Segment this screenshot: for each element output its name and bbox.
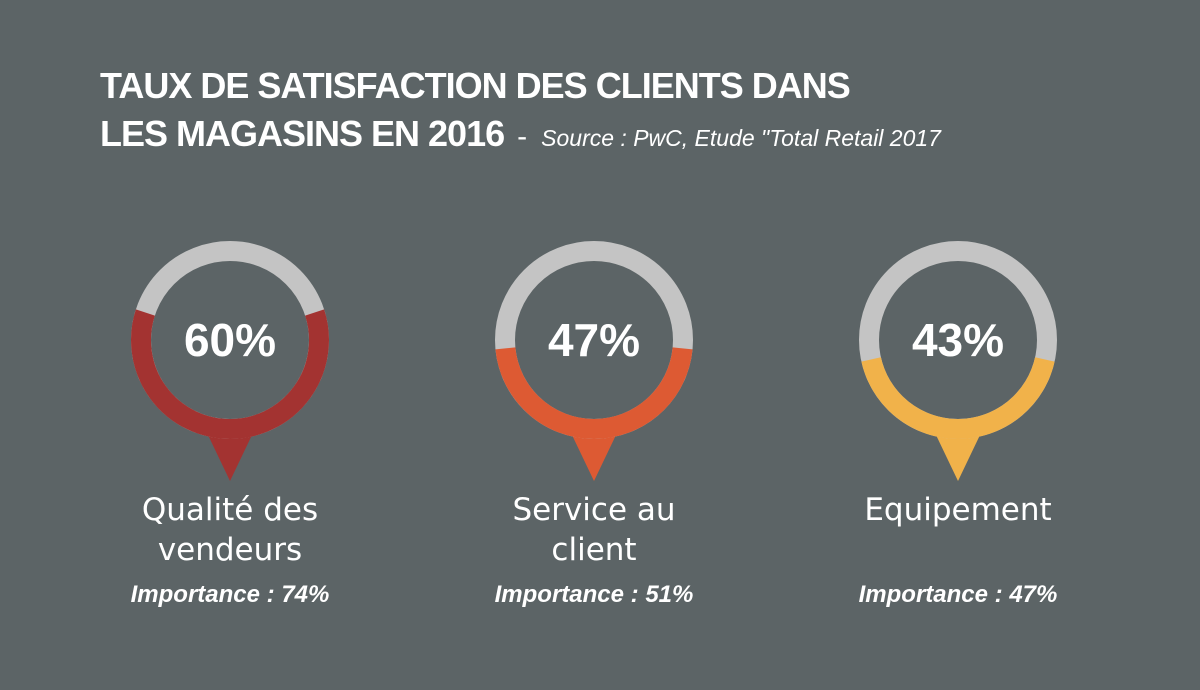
importance-label-2: Importance : 51% xyxy=(494,581,694,608)
gauge-2-pointer xyxy=(572,435,616,481)
category-label-2: Service au client xyxy=(444,490,744,570)
importance-label-3: Importance : 47% xyxy=(858,581,1058,608)
category-label-1-line-1: Qualité des xyxy=(141,492,319,528)
source-text: Source : PwC, Etude "Total Retail 2017 xyxy=(541,125,941,151)
title-separator: - xyxy=(517,120,527,153)
category-label-3: Equipement xyxy=(808,490,1108,530)
gauge-1-value-arc xyxy=(131,309,329,439)
gauge-2: 47% xyxy=(495,241,693,481)
chart-title: TAUX DE SATISFACTION DES CLIENTS DANS LE… xyxy=(100,62,1160,162)
title-line-2: LES MAGASINS EN 2016 - Source : PwC, Etu… xyxy=(100,110,1160,162)
importance-label-1: Importance : 74% xyxy=(130,581,330,608)
gauge-1-value-label: 60% xyxy=(184,314,276,366)
gauge-2-value-arc xyxy=(495,347,693,439)
gauge-3-value-arc xyxy=(861,357,1055,439)
title-line-1: TAUX DE SATISFACTION DES CLIENTS DANS xyxy=(100,65,851,106)
title-line-2-text: LES MAGASINS EN 2016 xyxy=(100,113,505,154)
gauge-1-pointer xyxy=(208,435,252,481)
gauge-3-value-label: 43% xyxy=(912,314,1004,366)
gauge-3: 43% xyxy=(859,241,1057,481)
gauge-1: 60% xyxy=(131,241,329,481)
gauge-2-value-label: 47% xyxy=(548,314,640,366)
category-label-2-line-1: Service au xyxy=(512,492,676,528)
category-label-1-line-2: vendeurs xyxy=(157,532,303,568)
category-label-3-line-1: Equipement xyxy=(864,492,1052,528)
category-label-2-line-2: client xyxy=(551,532,637,568)
gauge-3-pointer xyxy=(936,435,980,481)
category-label-1: Qualité des vendeurs xyxy=(80,490,380,570)
